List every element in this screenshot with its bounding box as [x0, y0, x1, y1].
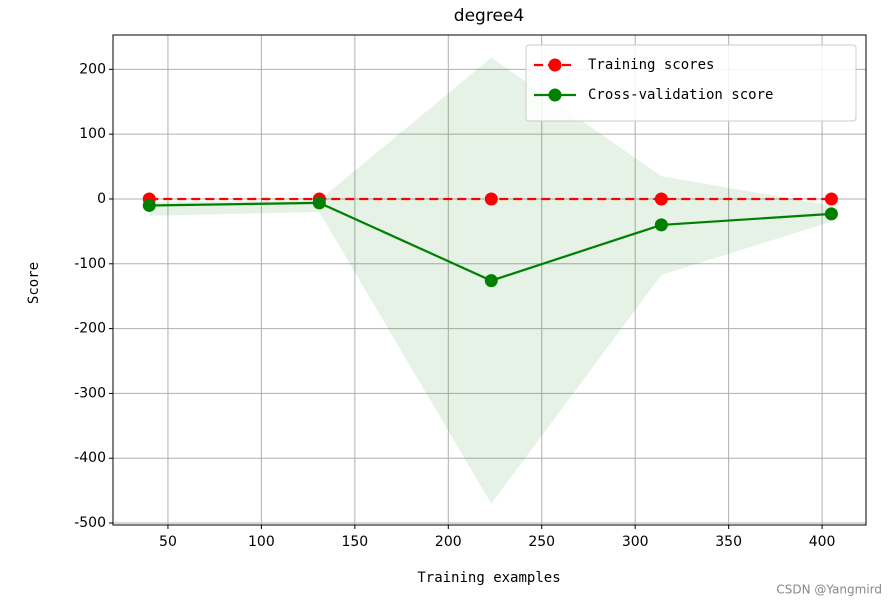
data-point — [484, 192, 498, 206]
legend-box — [525, 44, 857, 122]
y-tick-label: -400 — [74, 450, 106, 466]
legend: Training scores Cross-validation score — [525, 44, 857, 122]
y-tick-label: 0 — [97, 191, 106, 207]
x-axis-label: Training examples — [417, 570, 560, 586]
legend-label: Training scores — [588, 57, 714, 73]
plot-frame — [112, 34, 867, 526]
data-point — [824, 192, 838, 206]
watermark: CSDN @Yangmird — [776, 583, 882, 597]
x-tick-label: 100 — [248, 534, 275, 550]
y-tick-label: -500 — [74, 515, 106, 531]
chart-title: degree4 — [454, 6, 524, 26]
data-point — [484, 274, 498, 288]
y-axis-label: Score — [26, 262, 42, 304]
data-point — [142, 198, 156, 212]
data-point — [824, 207, 838, 221]
data-point — [654, 192, 668, 206]
y-tick-label: -300 — [74, 385, 106, 401]
x-tick-label: 200 — [435, 534, 462, 550]
y-tick-label: -100 — [74, 256, 106, 272]
y-tick-label: -200 — [74, 321, 106, 337]
x-tick-label: 300 — [622, 534, 649, 550]
x-tick-label: 250 — [528, 534, 555, 550]
legend-marker — [548, 88, 562, 102]
legend-label: Cross-validation score — [588, 87, 773, 103]
y-tick-label: 100 — [79, 126, 106, 142]
x-tick-label: 400 — [809, 534, 836, 550]
data-point — [654, 218, 668, 232]
x-tick-label: 150 — [341, 534, 368, 550]
x-tick-label: 350 — [715, 534, 742, 550]
x-tick-label: 50 — [159, 534, 177, 550]
y-tick-label: 200 — [79, 61, 106, 77]
data-point — [312, 196, 326, 210]
legend-marker — [548, 58, 562, 72]
